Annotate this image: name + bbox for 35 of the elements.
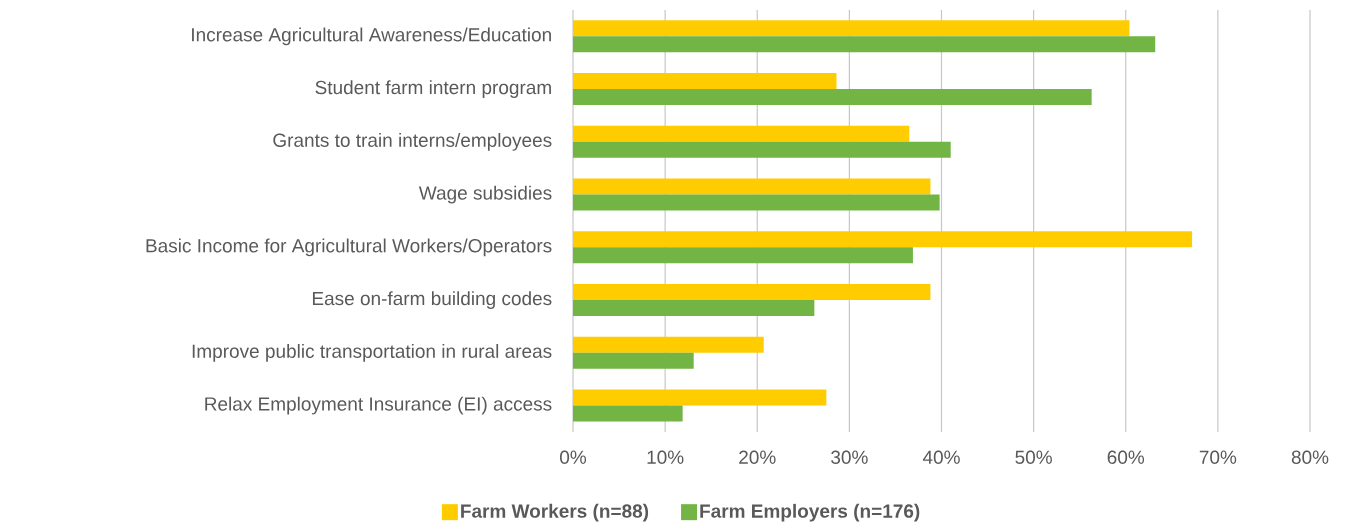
bar — [573, 405, 683, 422]
x-tick-label: 10% — [647, 450, 684, 464]
x-tick-label: 0% — [560, 450, 587, 464]
x-tick-label: 20% — [739, 450, 776, 464]
x-tick-label: 60% — [1107, 450, 1145, 464]
bar — [573, 73, 837, 90]
bar — [573, 247, 913, 264]
x-tick-label: 40% — [922, 450, 960, 464]
y-tick-label: Increase Agricultural Awareness/Education — [192, 27, 551, 46]
bar — [573, 89, 1092, 106]
y-tick-label: Improve public transportation in rural areas — [192, 344, 552, 362]
x-tick-label: 30% — [831, 450, 868, 464]
bar — [573, 284, 931, 301]
y-tick-label: Wage subsidies — [418, 185, 552, 204]
legend-label: Farm Employers (n=176) — [700, 503, 920, 522]
bar — [573, 231, 1193, 248]
y-tick-label: Grants to train interns/employees — [273, 133, 552, 151]
y-tick-label: Relax Employment Insurance (EI) access — [205, 396, 552, 415]
bar — [573, 194, 940, 211]
bar — [573, 178, 931, 195]
bar — [573, 336, 764, 353]
bar — [573, 141, 951, 158]
x-tick-label: 50% — [1015, 450, 1052, 464]
bar — [573, 389, 827, 406]
y-tick-label: Ease on-farm building codes — [312, 291, 552, 309]
x-tick-label: 80% — [1291, 450, 1329, 464]
bar — [573, 300, 815, 317]
bar — [573, 125, 910, 142]
x-tick-label: 70% — [1199, 450, 1237, 464]
bar — [573, 352, 694, 369]
bar — [573, 20, 1130, 37]
y-tick-label: Student farm intern program — [315, 80, 551, 98]
legend-label: Farm Workers (n=88) — [461, 503, 649, 522]
bar — [573, 36, 1156, 53]
y-tick-label: Basic Income for Agricultural Workers/Operators — [146, 238, 552, 257]
